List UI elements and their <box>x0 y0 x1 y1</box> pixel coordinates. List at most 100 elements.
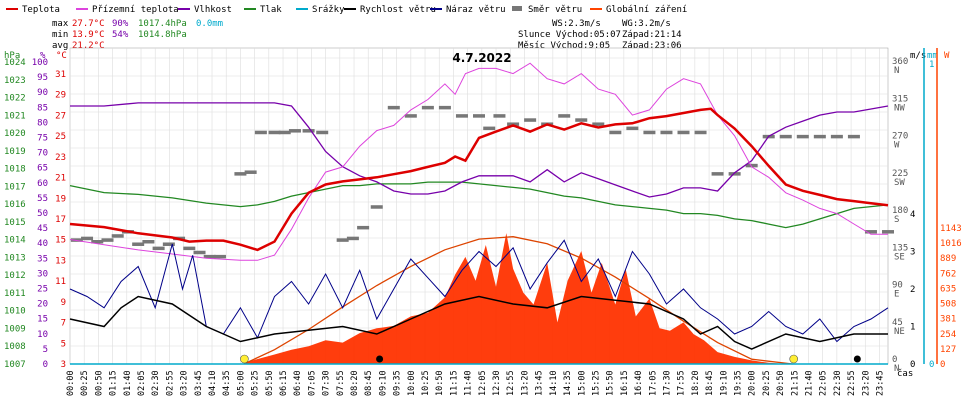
x-tick: 05:25 <box>251 370 261 396</box>
hpa-tick: 1011 <box>4 289 26 299</box>
pct-tick: 60 <box>37 179 48 189</box>
wind-ws: WS:2.3m/s <box>552 19 601 29</box>
dir-tick-name: E <box>894 290 899 300</box>
wind-direction-point <box>830 134 843 139</box>
c-tick: 21 <box>55 174 66 184</box>
axis-w-label: W <box>944 51 950 61</box>
hpa-tick: 1019 <box>4 147 26 157</box>
x-tick: 21:15 <box>790 370 800 396</box>
hpa-tick: 1023 <box>4 76 26 86</box>
x-tick: 23:20 <box>861 370 871 396</box>
wind-direction-point <box>847 134 860 139</box>
pct-tick: 70 <box>37 149 48 159</box>
dir-tick-name: N <box>894 66 899 76</box>
w-tick: 127 <box>940 345 956 355</box>
stat-min-press: 1014.8hPa <box>138 30 187 40</box>
axis-pct-label: % <box>40 51 46 61</box>
legend-item-5: Rychlost větru <box>360 5 436 15</box>
x-tick: 14:35 <box>563 370 573 396</box>
c-tick: 17 <box>55 215 66 225</box>
hpa-tick: 1010 <box>4 307 26 317</box>
w-tick: 635 <box>940 284 956 294</box>
wind-direction-point <box>882 230 894 234</box>
x-tick: 18:45 <box>705 370 715 396</box>
w-tick: 381 <box>940 315 956 325</box>
hpa-tick: 1013 <box>4 253 26 263</box>
pct-tick: 20 <box>37 300 48 310</box>
moon-info: Měsíc Východ:9:05 <box>518 41 610 51</box>
wind-direction-point <box>711 172 724 176</box>
legend-item-3: Tlak <box>260 5 282 15</box>
dir-tick-deg: 270 <box>892 132 908 142</box>
x-tick: 08:20 <box>350 370 360 396</box>
pct-tick: 35 <box>37 254 48 264</box>
axis-hpa-label: hPa <box>4 51 20 61</box>
x-tick: 20:50 <box>776 370 786 396</box>
wind-direction-point <box>438 105 451 110</box>
x-tick: 05:00 <box>236 370 246 396</box>
wind-direction-point <box>268 130 281 135</box>
stat-min-temp: 13.9°C <box>72 30 105 40</box>
wind-direction-point <box>91 239 104 244</box>
chart-title: 4.7.2022 <box>452 51 511 65</box>
c-tick: 9 <box>61 298 66 308</box>
wind-direction-point <box>813 134 826 139</box>
x-tick: 03:45 <box>194 370 204 396</box>
wind-direction-point <box>316 130 329 135</box>
legend-item-4: Srážky <box>312 5 345 15</box>
w-tick: 508 <box>940 300 956 310</box>
dir-tick-deg: 90 <box>892 281 903 291</box>
wind-direction-point <box>254 130 267 135</box>
pressure-line <box>69 181 889 229</box>
hpa-tick: 1017 <box>4 182 26 192</box>
x-tick: 17:30 <box>662 370 672 396</box>
wind-direction-point <box>558 114 571 118</box>
x-tick: 09:10 <box>378 370 388 396</box>
pct-tick: 100 <box>32 58 48 68</box>
c-tick: 15 <box>55 236 66 246</box>
hpa-tick: 1014 <box>4 236 26 246</box>
x-tick: 11:40 <box>464 370 474 396</box>
x-tick: 07:05 <box>307 370 317 396</box>
stat-min-label: min <box>52 30 68 40</box>
x-tick: 13:45 <box>535 370 545 396</box>
ms-tick: 3 <box>910 248 915 258</box>
wind-direction-point <box>183 246 196 251</box>
stat-max-press: 1017.4hPa <box>138 19 187 29</box>
x-tick: 16:40 <box>634 370 644 396</box>
pct-tick: 90 <box>37 88 48 98</box>
c-tick: 23 <box>55 153 66 163</box>
stat-avg-label: avg <box>52 41 68 51</box>
ground-temperature-line <box>69 62 888 261</box>
wind-direction-point <box>483 126 496 131</box>
wind-direction-point <box>336 238 349 242</box>
legend-item-7: Směr větru <box>528 5 582 15</box>
c-tick: 25 <box>55 132 66 142</box>
x-tick: 07:55 <box>336 370 346 396</box>
wind-direction-point <box>132 242 145 246</box>
dir-tick-name: W <box>894 141 900 151</box>
wind-direction-point <box>101 238 114 242</box>
x-tick: 22:30 <box>833 370 843 396</box>
pct-tick: 15 <box>37 315 48 325</box>
wind-direction-point <box>473 114 485 118</box>
wind-speed-line <box>69 295 888 350</box>
hpa-tick: 1008 <box>4 342 26 352</box>
series-layer <box>69 62 894 365</box>
x-tick: 06:40 <box>293 370 303 396</box>
pct-tick: 45 <box>37 224 48 234</box>
dir-tick-deg: 315 <box>892 94 908 104</box>
ms-tick: 2 <box>910 285 915 295</box>
wind-direction-point <box>278 130 291 135</box>
x-tick: 17:55 <box>677 370 687 396</box>
x-tick: 06:15 <box>279 370 289 396</box>
temperature-line <box>69 107 889 252</box>
x-tick: 13:20 <box>520 370 530 396</box>
x-tick: 15:50 <box>606 370 616 396</box>
pct-tick: 5 <box>43 345 48 355</box>
x-tick: 15:00 <box>577 370 587 396</box>
pct-tick: 30 <box>37 269 48 279</box>
pct-tick: 40 <box>37 239 48 249</box>
x-tick: 21:40 <box>804 370 814 396</box>
dir-tick-deg: 360 <box>892 57 908 67</box>
